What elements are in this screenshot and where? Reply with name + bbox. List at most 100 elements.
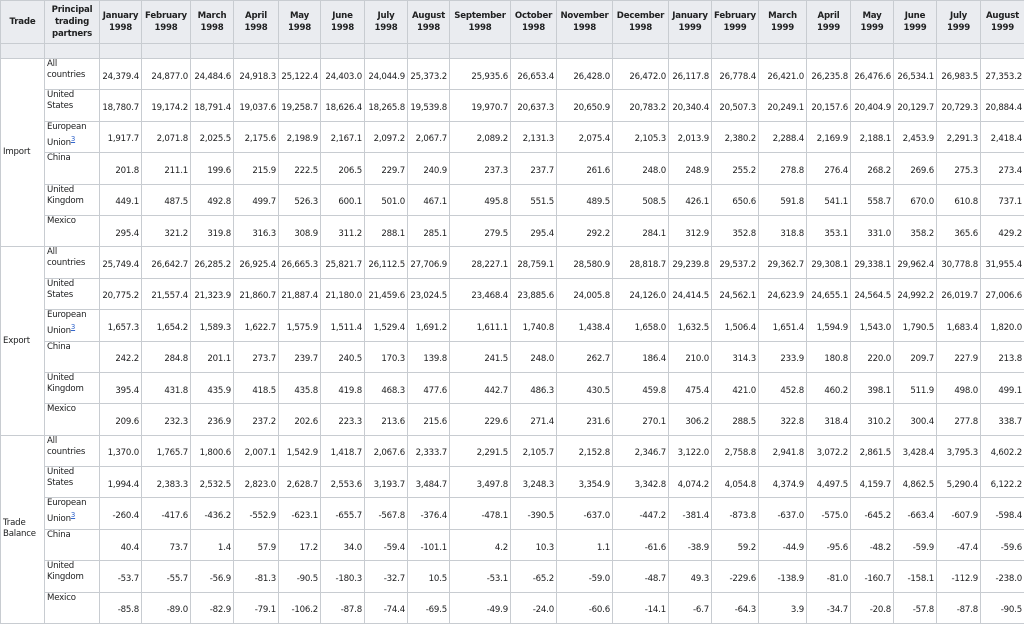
value-cell: 26,665.3 — [279, 247, 321, 278]
value-cell: 2,383.3 — [142, 467, 191, 498]
value-cell: 475.4 — [669, 372, 712, 403]
value-cell: 237.2 — [234, 404, 279, 435]
spacer-cell — [894, 44, 937, 59]
value-cell: 541.1 — [807, 184, 851, 215]
partner-name: Mexico — [47, 593, 76, 603]
value-cell: -14.1 — [613, 592, 669, 623]
value-cell: 29,537.2 — [712, 247, 759, 278]
spacer-cell — [365, 44, 408, 59]
footnote-link[interactable]: 3 — [71, 135, 75, 143]
value-cell: 199.6 — [191, 153, 234, 184]
value-cell: 295.4 — [511, 215, 557, 246]
value-cell: 5,290.4 — [937, 467, 981, 498]
value-cell: 229.7 — [365, 153, 408, 184]
value-cell: 20,129.7 — [894, 90, 937, 121]
partner-cell: United States — [45, 278, 100, 309]
value-cell: 26,235.8 — [807, 59, 851, 90]
value-cell: 262.7 — [557, 341, 613, 372]
value-cell: -112.9 — [937, 561, 981, 592]
value-cell: -90.5 — [981, 592, 1024, 623]
value-cell: 2,105.3 — [613, 121, 669, 152]
value-cell: 1,800.6 — [191, 435, 234, 466]
value-cell: 20,507.3 — [712, 90, 759, 121]
column-header: August 1999 — [981, 1, 1024, 44]
spacer-cell — [511, 44, 557, 59]
value-cell: 295.4 — [100, 215, 142, 246]
value-cell: 284.8 — [142, 341, 191, 372]
value-cell: 6,122.2 — [981, 467, 1024, 498]
value-cell: 277.8 — [937, 404, 981, 435]
value-cell: -180.3 — [321, 561, 365, 592]
value-cell: 201.1 — [191, 341, 234, 372]
value-cell: -69.5 — [408, 592, 450, 623]
value-cell: 2,089.2 — [450, 121, 511, 152]
value-cell: 2,131.3 — [511, 121, 557, 152]
value-cell: 1,370.0 — [100, 435, 142, 466]
value-cell: 73.7 — [142, 529, 191, 560]
value-cell: 468.3 — [365, 372, 408, 403]
value-cell: -44.9 — [759, 529, 807, 560]
value-cell: -89.0 — [142, 592, 191, 623]
value-cell: 27,353.2 — [981, 59, 1024, 90]
value-cell: 1,691.2 — [408, 310, 450, 341]
value-cell: 459.8 — [613, 372, 669, 403]
footnote-link[interactable]: 3 — [71, 323, 75, 331]
value-cell: -95.6 — [807, 529, 851, 560]
value-cell: 18,265.8 — [365, 90, 408, 121]
value-cell: 29,308.1 — [807, 247, 851, 278]
value-cell: 24,126.0 — [613, 278, 669, 309]
spacer-cell — [557, 44, 613, 59]
value-cell: 279.5 — [450, 215, 511, 246]
value-cell: 26,117.8 — [669, 59, 712, 90]
value-cell: -623.1 — [279, 498, 321, 529]
value-cell: 28,759.1 — [511, 247, 557, 278]
partner-name: United States — [47, 279, 74, 300]
spacer-cell — [191, 44, 234, 59]
value-cell: 2,013.9 — [669, 121, 712, 152]
value-cell: 312.9 — [669, 215, 712, 246]
value-cell: 429.2 — [981, 215, 1024, 246]
partner-name: Mexico — [47, 216, 76, 226]
value-cell: 4,054.8 — [712, 467, 759, 498]
value-cell: 418.5 — [234, 372, 279, 403]
column-header: April 1999 — [807, 1, 851, 44]
value-cell: 21,459.6 — [365, 278, 408, 309]
value-cell: -106.2 — [279, 592, 321, 623]
value-cell: 232.3 — [142, 404, 191, 435]
value-cell: 600.1 — [321, 184, 365, 215]
value-cell: 18,626.4 — [321, 90, 365, 121]
value-cell: 255.2 — [712, 153, 759, 184]
footnote-link[interactable]: 3 — [71, 511, 75, 519]
value-cell: 26,285.2 — [191, 247, 234, 278]
value-cell: -87.8 — [937, 592, 981, 623]
value-cell: 21,887.4 — [279, 278, 321, 309]
partner-name: United Kingdom — [47, 185, 84, 206]
value-cell: 213.6 — [365, 404, 408, 435]
value-cell: 24,623.9 — [759, 278, 807, 309]
page: {"table": { "headers": ["Trade", "Princi… — [0, 0, 1024, 527]
value-cell: 24,562.1 — [712, 278, 759, 309]
value-cell: 442.7 — [450, 372, 511, 403]
column-header: February 1998 — [142, 1, 191, 44]
column-header: Trade — [1, 1, 45, 44]
value-cell: 319.8 — [191, 215, 234, 246]
value-cell: 1,589.3 — [191, 310, 234, 341]
value-cell: 1,542.9 — [279, 435, 321, 466]
value-cell: 1,632.5 — [669, 310, 712, 341]
value-cell: 2,175.6 — [234, 121, 279, 152]
spacer-cell — [45, 44, 100, 59]
value-cell: 460.2 — [807, 372, 851, 403]
value-cell: 353.1 — [807, 215, 851, 246]
value-cell: -74.4 — [365, 592, 408, 623]
value-cell: 2,758.8 — [712, 435, 759, 466]
value-cell: 17.2 — [279, 529, 321, 560]
value-cell: 2,075.4 — [557, 121, 613, 152]
value-cell: -6.7 — [669, 592, 712, 623]
value-cell: 24,992.2 — [894, 278, 937, 309]
value-cell: 28,818.7 — [613, 247, 669, 278]
spacer-cell — [279, 44, 321, 59]
value-cell: 26,642.7 — [142, 247, 191, 278]
